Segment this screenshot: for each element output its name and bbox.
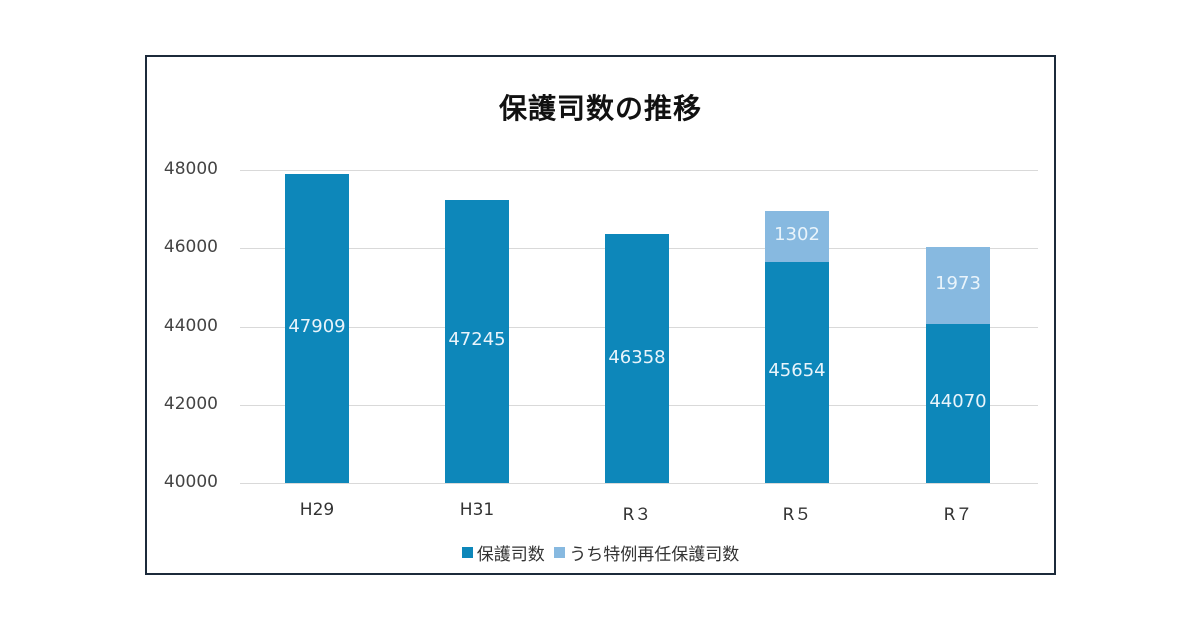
chart-title: 保護司数の推移 xyxy=(498,92,702,125)
bar-H31: 47245 xyxy=(445,57,509,573)
y-tick-label: 40000 xyxy=(163,472,218,492)
data-label: 47245 xyxy=(448,329,506,351)
chart-frame: 保護司数の推移 40000 42000 44000 46000 48000 47909 H2… xyxy=(145,55,1056,575)
plot-area: 40000 42000 44000 46000 48000 47909 H29 47245 H3… xyxy=(147,57,1054,573)
bar-segment-main: 47909 xyxy=(285,173,349,483)
bar-H29: 47909 xyxy=(285,57,349,573)
x-tick-label: H29 xyxy=(299,500,335,520)
x-tick-label: R３ xyxy=(622,505,652,525)
legend-item-main: 保護司数 xyxy=(461,540,545,565)
bar-R５: 45654 1302 xyxy=(765,57,829,573)
legend-item-extra: うち特例再任保護司数 xyxy=(554,540,739,565)
bar-R３: 46358 xyxy=(605,57,669,573)
bar-segment-main: 45654 xyxy=(765,261,829,483)
legend-swatch-main xyxy=(461,547,473,558)
y-tick-label: 48000 xyxy=(163,159,218,179)
y-tick-label: 46000 xyxy=(163,237,218,258)
y-tick-label: 44000 xyxy=(163,315,218,336)
x-tick-label: R７ xyxy=(943,505,973,525)
x-tick-label: H31 xyxy=(459,500,495,520)
data-label: 1973 xyxy=(935,273,981,295)
legend: 保護司数 うち特例再任保護司数 xyxy=(147,540,1054,565)
legend-swatch-extra xyxy=(554,547,566,558)
bar-segment-extra: 1973 xyxy=(926,246,990,324)
bar-segment-extra: 1302 xyxy=(765,210,829,262)
data-label: 47909 xyxy=(288,316,346,338)
data-label: 44070 xyxy=(929,391,987,413)
gridline xyxy=(240,483,1038,484)
x-tick-label: R５ xyxy=(782,505,812,525)
data-label: 1302 xyxy=(774,224,820,246)
bar-segment-main: 46358 xyxy=(605,234,669,483)
bar-R７: 44070 1973 xyxy=(926,57,990,573)
gridline xyxy=(240,170,1038,171)
y-tick-label: 42000 xyxy=(163,393,218,414)
bar-segment-main: 47245 xyxy=(445,199,509,483)
data-label: 45654 xyxy=(768,360,826,382)
data-label: 46358 xyxy=(608,346,666,368)
bar-segment-main: 44070 xyxy=(926,323,990,483)
